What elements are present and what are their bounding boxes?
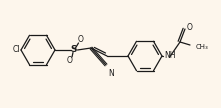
Text: O: O	[67, 56, 73, 65]
Text: NH: NH	[164, 52, 175, 60]
Text: CH₃: CH₃	[196, 44, 209, 50]
Text: O: O	[187, 23, 193, 32]
Text: O: O	[78, 36, 84, 44]
Text: N: N	[108, 68, 114, 78]
Text: Cl: Cl	[13, 45, 20, 55]
Text: S: S	[71, 45, 77, 55]
